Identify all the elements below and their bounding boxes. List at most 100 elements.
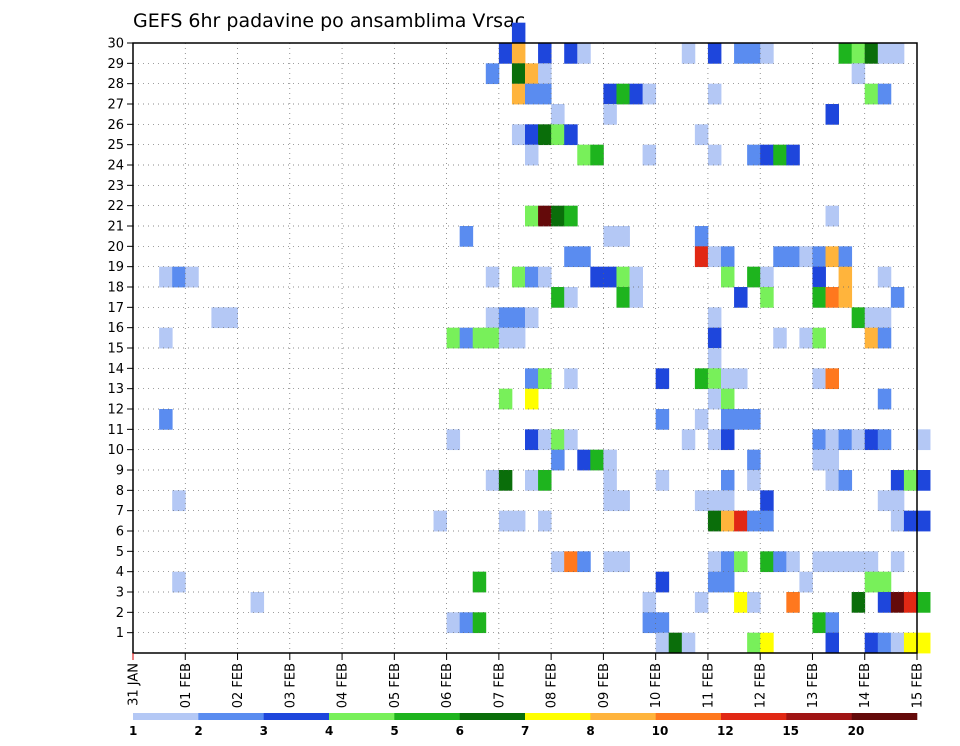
- y-tick-label: 16: [107, 321, 124, 336]
- heatmap-cell: [603, 226, 617, 247]
- heatmap-cell: [734, 510, 748, 532]
- heatmap-cell: [825, 470, 839, 491]
- heatmap-cell: [747, 592, 761, 613]
- heatmap-cell: [799, 571, 813, 593]
- heatmap-cell: [564, 287, 578, 308]
- heatmap-cell: [851, 592, 866, 613]
- heatmap-cell: [721, 470, 735, 491]
- heatmap-cell: [707, 144, 722, 166]
- y-tick-label: 24: [107, 159, 124, 174]
- legend-swatch: [525, 713, 591, 720]
- x-tick-label: 31 JAN: [127, 663, 142, 706]
- heatmap-cell: [721, 510, 735, 532]
- heatmap-cell: [707, 551, 722, 573]
- heatmap-cell: [459, 327, 474, 349]
- heatmap-cell: [603, 266, 617, 288]
- heatmap-cell: [707, 43, 722, 64]
- heatmap-cell: [864, 307, 879, 329]
- y-tick-label: 19: [107, 260, 124, 275]
- y-tick-label: 8: [116, 484, 124, 499]
- heatmap-cell: [525, 429, 539, 451]
- heatmap-cell: [551, 429, 565, 451]
- x-tick-label: 13 FEB: [806, 663, 821, 708]
- heatmap-cell: [472, 327, 487, 349]
- heatmap-cell: [446, 327, 461, 349]
- heatmap-cell: [877, 327, 892, 349]
- heatmap-cell: [890, 551, 905, 573]
- heatmap-cell: [734, 592, 748, 613]
- heatmap-cell: [577, 43, 591, 64]
- heatmap-cell: [707, 246, 722, 268]
- heatmap-cell: [877, 83, 892, 105]
- heatmap-cell: [525, 124, 539, 146]
- heatmap-cell: [877, 388, 892, 410]
- legend-label: 5: [390, 724, 398, 738]
- y-tick-label: 30: [107, 37, 124, 52]
- heatmap-cell: [825, 449, 839, 471]
- heatmap-cell: [917, 510, 931, 532]
- heatmap-cell: [838, 470, 853, 491]
- y-tick-label: 25: [107, 138, 124, 153]
- legend-swatch: [786, 713, 852, 720]
- heatmap-cell: [760, 287, 774, 308]
- heatmap-cell: [760, 632, 774, 654]
- y-tick-label: 27: [107, 98, 124, 113]
- heatmap-cell: [655, 368, 670, 390]
- heatmap-cell: [786, 246, 800, 268]
- heatmap-cell: [590, 266, 604, 288]
- legend-label: 2: [194, 724, 202, 738]
- heatmap-cell: [616, 490, 630, 512]
- legend-label: 15: [782, 724, 799, 738]
- heatmap-cell: [485, 327, 500, 349]
- legend-label: 6: [456, 724, 464, 738]
- heatmap-cell: [485, 63, 500, 85]
- y-tick-label: 22: [107, 199, 124, 214]
- heatmap-cell: [590, 144, 604, 166]
- heatmap-cell: [668, 632, 683, 654]
- heatmap-cell: [721, 246, 735, 268]
- heatmap-cell: [877, 266, 892, 288]
- heatmap-cell: [694, 409, 709, 430]
- x-tick-label: 06 FEB: [440, 663, 455, 708]
- heatmap-cell: [825, 205, 839, 227]
- heatmap-cell: [577, 449, 591, 471]
- legend-swatch: [329, 713, 395, 720]
- y-tick-label: 23: [107, 179, 124, 194]
- x-tick-label: 07 FEB: [492, 663, 507, 708]
- heatmap-cell: [721, 429, 735, 451]
- heatmap-cell: [838, 43, 853, 64]
- heatmap-cell: [511, 327, 526, 349]
- heatmap-cell: [864, 43, 879, 64]
- heatmap-cell: [681, 632, 696, 654]
- heatmap-cell: [851, 307, 866, 329]
- heatmap-cell: [877, 490, 892, 512]
- heatmap-cell: [629, 287, 643, 308]
- heatmap-cell: [525, 470, 539, 491]
- legend-label: 20: [848, 724, 865, 738]
- heatmap-cell: [172, 266, 186, 288]
- heatmap-cell: [721, 571, 735, 593]
- heatmap-cell: [773, 327, 787, 349]
- heatmap-cell: [747, 144, 761, 166]
- heatmap-cell: [564, 368, 578, 390]
- legend-swatch: [851, 713, 918, 720]
- heatmap-cell: [616, 287, 630, 308]
- heatmap-cell: [694, 246, 709, 268]
- heatmap-cell: [825, 246, 839, 268]
- heatmap-cell: [812, 449, 826, 471]
- heatmap-cell: [525, 388, 539, 410]
- heatmap-cell: [877, 571, 892, 593]
- heatmap-cell: [707, 388, 722, 410]
- y-tick-label: 29: [107, 57, 124, 72]
- x-tick-label: 14 FEB: [858, 663, 873, 708]
- heatmap-cell: [721, 490, 735, 512]
- heatmap-cell: [694, 490, 709, 512]
- heatmap-cell: [864, 429, 879, 451]
- grid-lines: [133, 43, 917, 653]
- heatmap-cell: [629, 83, 643, 105]
- heatmap-cell: [825, 287, 839, 308]
- legend-label: 10: [652, 724, 669, 738]
- heatmap-cell: [707, 429, 722, 451]
- y-tick-label: 13: [107, 382, 124, 397]
- heatmap-cell: [159, 409, 173, 430]
